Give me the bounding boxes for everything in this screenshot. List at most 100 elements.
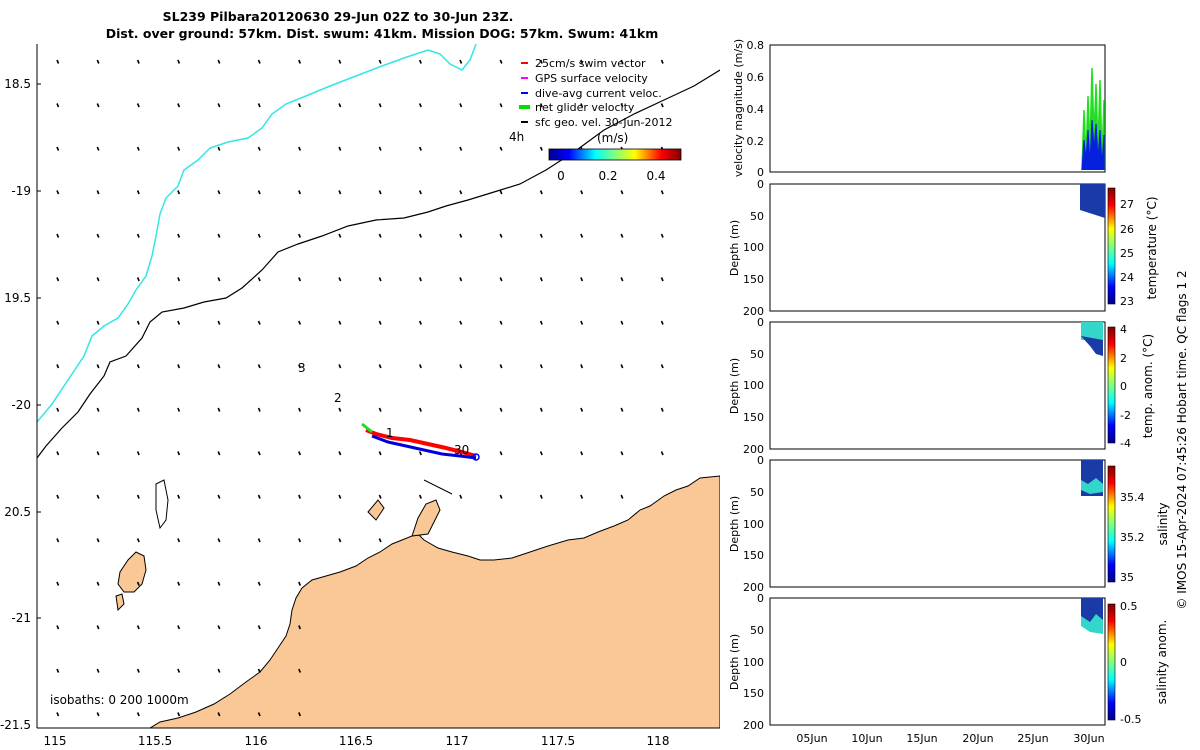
svg-text:35.2: 35.2	[1120, 531, 1145, 544]
velocity-arrow	[298, 581, 302, 586]
svg-text:19.5: 19.5	[4, 291, 31, 305]
velocity-arrow	[418, 407, 422, 412]
velocity-arrow	[56, 364, 60, 369]
velocity-arrow	[136, 233, 140, 238]
velocity-arrow	[217, 190, 221, 195]
velocity-arrow	[217, 233, 221, 238]
svg-text:0: 0	[557, 169, 565, 183]
velocity-arrow	[56, 320, 60, 325]
velocity-arrow	[56, 625, 60, 630]
velocity-arrow	[136, 59, 140, 64]
temperature-panel: 0 50 100 150 200 Depth (m) 27 26 25 24 2…	[728, 178, 1159, 318]
velocity-arrow	[298, 668, 302, 673]
velocity-arrow	[257, 233, 261, 238]
velocity-arrow	[56, 712, 60, 717]
velocity-arrow	[217, 146, 221, 151]
velocity-arrow	[499, 277, 503, 282]
velocity-arrow	[378, 190, 382, 195]
title-line-1: SL239 Pilbara20120630 29-Jun 02Z to 30-J…	[163, 9, 514, 24]
velocity-arrow	[660, 364, 664, 369]
velocity-arrow	[257, 494, 261, 499]
velocity-arrow	[257, 146, 261, 151]
velocity-arrow	[459, 320, 463, 325]
velocity-arrow	[338, 451, 342, 456]
velocity-arrow	[257, 538, 261, 543]
velocity-arrow	[499, 494, 503, 499]
velocity-arrow	[298, 233, 302, 238]
time-axis: 05Jun 10Jun 15Jun 20Jun 25Jun 30Jun	[796, 732, 1104, 745]
velocity-arrow	[378, 233, 382, 238]
velocity-arrow	[298, 146, 302, 151]
velocity-arrow	[257, 190, 261, 195]
velocity-arrow	[257, 364, 261, 369]
velocity-arrow	[539, 190, 543, 195]
svg-text:0: 0	[1120, 380, 1127, 393]
velocity-arrow	[338, 59, 342, 64]
velocity-arrow	[499, 190, 503, 195]
velocity-arrow	[539, 407, 543, 412]
svg-text:150: 150	[743, 549, 764, 562]
isobath-cyan	[37, 44, 477, 423]
legend-sfc: sfc geo. vel. 30-Jun-2012	[535, 116, 672, 129]
velocity-arrow	[257, 320, 261, 325]
velocity-arrow	[660, 451, 664, 456]
velocity-arrow	[56, 103, 60, 108]
land-small-island	[115, 593, 125, 612]
svg-text:25: 25	[1120, 247, 1134, 260]
waypoint-2: 2	[334, 391, 342, 405]
velocity-arrow	[418, 451, 422, 456]
velocity-arrow	[378, 407, 382, 412]
velocity-arrow	[620, 364, 624, 369]
svg-text:2: 2	[1120, 352, 1127, 365]
velocity-arrow	[257, 581, 261, 586]
svg-text:0.2: 0.2	[598, 169, 617, 183]
velocity-arrow	[338, 233, 342, 238]
velocity-arrow	[298, 494, 302, 499]
velocity-arrow	[660, 277, 664, 282]
velocity-arrow	[96, 625, 100, 630]
velocity-arrow	[378, 494, 382, 499]
velocity-panel: 0.8 0.6 0.4 0.2 0 velocity magnitude (m/…	[732, 39, 1106, 179]
velocity-arrow	[459, 190, 463, 195]
velocity-arrow	[338, 364, 342, 369]
svg-text:0: 0	[1120, 656, 1127, 669]
velocity-arrow	[499, 451, 503, 456]
velocity-arrow	[418, 494, 422, 499]
svg-text:30Jun: 30Jun	[1073, 732, 1104, 745]
svg-text:20Jun: 20Jun	[962, 732, 993, 745]
velocity-arrow	[499, 59, 503, 64]
svg-text:117: 117	[446, 734, 469, 748]
velocity-arrow	[418, 59, 422, 64]
velocity-arrow	[378, 146, 382, 151]
velocity-arrow	[580, 277, 584, 282]
velocity-arrow	[660, 59, 664, 64]
velocity-arrow	[177, 233, 181, 238]
svg-text:Depth (m): Depth (m)	[728, 634, 741, 690]
velocity-arrow	[257, 407, 261, 412]
svg-text:10Jun: 10Jun	[851, 732, 882, 745]
velocity-arrow	[217, 538, 221, 543]
velocity-arrow	[136, 103, 140, 108]
velocity-arrow	[177, 146, 181, 151]
velocity-arrow	[257, 103, 261, 108]
velocity-arrow	[56, 277, 60, 282]
isobath-black	[37, 69, 720, 459]
velocity-arrow	[96, 233, 100, 238]
velocity-arrow	[459, 407, 463, 412]
svg-text:0.5: 0.5	[1120, 600, 1138, 613]
velocity-arrow	[96, 146, 100, 151]
svg-text:-21: -21	[11, 611, 31, 625]
velocity-arrow	[96, 538, 100, 543]
temp-anom-label: temp. anom. (°C)	[1141, 334, 1155, 438]
svg-text:20.5: 20.5	[4, 505, 31, 519]
velocity-arrow	[499, 407, 503, 412]
velocity-arrow	[56, 494, 60, 499]
land-peninsula	[411, 499, 441, 537]
svg-text:Depth (m): Depth (m)	[728, 220, 741, 276]
velocity-arrow	[96, 364, 100, 369]
velocity-arrow	[418, 103, 422, 108]
waypoint-3: 3	[298, 361, 306, 375]
svg-text:15Jun: 15Jun	[906, 732, 937, 745]
svg-text:0.2: 0.2	[747, 135, 765, 148]
velocity-arrow	[499, 146, 503, 151]
